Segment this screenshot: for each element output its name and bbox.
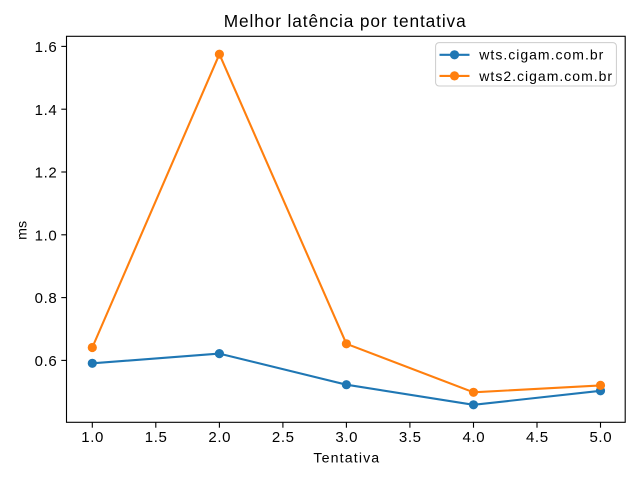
svg-text:ms: ms [14,221,30,240]
svg-text:1.5: 1.5 [145,429,167,446]
svg-text:5.0: 5.0 [589,429,611,446]
svg-text:3.5: 3.5 [399,429,421,446]
svg-text:wts.cigam.com.br: wts.cigam.com.br [478,47,603,63]
svg-text:0.6: 0.6 [35,353,57,370]
svg-text:2.0: 2.0 [208,429,230,446]
svg-text:Melhor latência por tentativa: Melhor latência por tentativa [224,11,466,31]
svg-text:Tentativa: Tentativa [313,450,379,466]
svg-text:1.6: 1.6 [35,39,57,56]
svg-text:1.0: 1.0 [81,429,103,446]
svg-text:4.0: 4.0 [462,429,484,446]
svg-text:3.0: 3.0 [335,429,357,446]
svg-text:0.8: 0.8 [35,290,57,307]
svg-text:1.0: 1.0 [35,227,57,244]
svg-text:2.5: 2.5 [272,429,294,446]
svg-text:wts2.cigam.com.br: wts2.cigam.com.br [478,68,612,84]
svg-text:4.5: 4.5 [526,429,548,446]
svg-text:1.4: 1.4 [35,102,57,119]
svg-text:1.2: 1.2 [35,165,57,182]
